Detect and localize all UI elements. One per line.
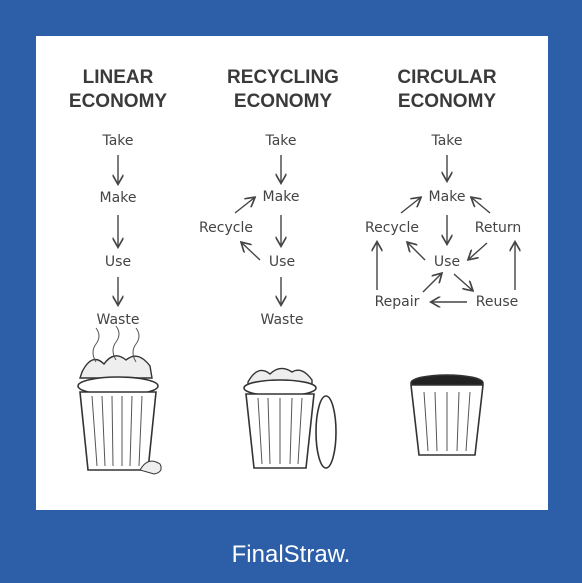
node: Return [475, 220, 521, 236]
node: Use [269, 254, 295, 270]
node: Take [430, 133, 462, 149]
node: Take [264, 133, 296, 149]
column-title: CIRCULAR [397, 67, 496, 88]
infographic: LINEAR ECONOMY RECYCLING ECONOMY CIRCULA… [0, 0, 582, 583]
column-title: RECYCLING [227, 67, 339, 88]
node: Waste [97, 312, 140, 328]
column-title: ECONOMY [69, 91, 168, 112]
column-title: LINEAR [83, 67, 154, 88]
brand-logo: FinalStraw. [232, 541, 351, 568]
node: Waste [261, 312, 304, 328]
column-title: ECONOMY [398, 91, 497, 112]
node: Make [429, 189, 466, 205]
node: Reuse [476, 294, 519, 310]
node: Repair [375, 294, 420, 310]
empty-trash-can [411, 375, 483, 455]
node: Recycle [365, 220, 419, 236]
node: Take [101, 133, 133, 149]
column-title: ECONOMY [234, 91, 333, 112]
node: Make [100, 190, 137, 206]
node: Use [434, 254, 460, 270]
node: Recycle [199, 220, 253, 236]
node: Use [105, 254, 131, 270]
node: Make [263, 189, 300, 205]
